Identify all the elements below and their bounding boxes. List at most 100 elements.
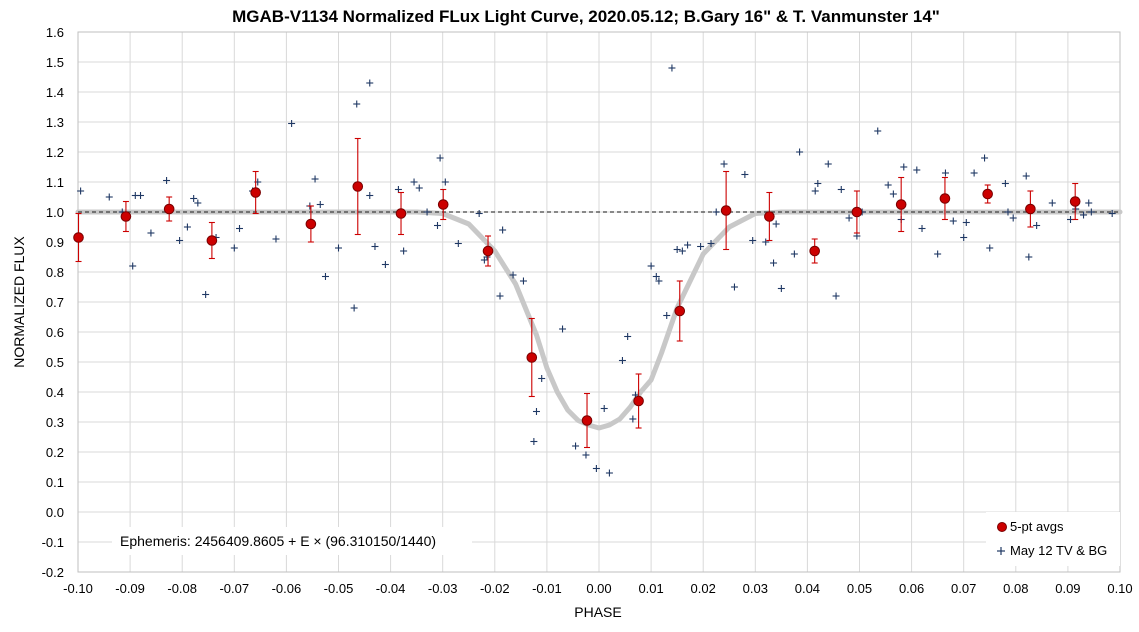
average-marker bbox=[437, 199, 449, 210]
ephemeris-annotation: Ephemeris: 2456409.8605 + E × (96.310150… bbox=[112, 527, 472, 555]
observation-point bbox=[415, 184, 423, 192]
observation-point bbox=[316, 201, 324, 208]
average-point bbox=[73, 212, 84, 263]
average-point bbox=[395, 191, 407, 236]
x-axis-label: PHASE bbox=[574, 604, 621, 620]
observation-point bbox=[934, 250, 942, 258]
y-tick-label: 0.4 bbox=[46, 385, 64, 400]
y-axis-label: NORMALIZED FLUX bbox=[11, 236, 27, 368]
average-marker bbox=[982, 188, 993, 200]
observation-point bbox=[949, 217, 957, 225]
observation-point bbox=[762, 238, 770, 246]
observation-point bbox=[371, 243, 379, 250]
x-tick-label: -0.08 bbox=[167, 581, 197, 596]
observation-point bbox=[647, 262, 655, 270]
average-marker bbox=[809, 245, 820, 257]
average-point bbox=[720, 170, 732, 251]
x-tick-label: 0.07 bbox=[951, 581, 976, 596]
observation-point bbox=[433, 222, 441, 229]
observation-point bbox=[436, 154, 444, 162]
observation-point bbox=[559, 325, 567, 333]
observation-point bbox=[499, 226, 507, 234]
observation-point bbox=[684, 241, 692, 249]
y-tick-label: 0.0 bbox=[46, 505, 64, 520]
average-point bbox=[526, 317, 538, 398]
observation-point bbox=[1025, 253, 1033, 261]
observation-point bbox=[394, 186, 402, 193]
average-point bbox=[939, 176, 951, 221]
average-marker bbox=[250, 187, 261, 198]
y-tick-label: 0.8 bbox=[46, 265, 64, 280]
legend-label-avg: 5-pt avgs bbox=[1010, 519, 1064, 534]
observation-point bbox=[410, 178, 418, 186]
observation-point bbox=[530, 438, 538, 445]
observation-point bbox=[652, 273, 660, 280]
observation-point bbox=[321, 273, 329, 280]
x-tick-label: 0.04 bbox=[795, 581, 820, 596]
observation-point bbox=[730, 283, 738, 291]
average-point bbox=[581, 392, 593, 449]
x-tick-label: -0.04 bbox=[376, 581, 406, 596]
average-marker bbox=[674, 305, 686, 317]
average-point bbox=[163, 196, 175, 222]
average-point bbox=[352, 137, 364, 236]
average-marker bbox=[720, 205, 732, 216]
observation-point bbox=[960, 234, 968, 241]
observation-point bbox=[796, 148, 804, 156]
observation-point bbox=[350, 304, 358, 312]
x-tick-label: 0.06 bbox=[899, 581, 924, 596]
observation-point bbox=[970, 169, 978, 177]
observation-point bbox=[673, 246, 681, 253]
observation-point bbox=[629, 415, 637, 423]
observation-point bbox=[712, 208, 720, 216]
x-tick-label: -0.10 bbox=[63, 581, 93, 596]
average-point bbox=[851, 190, 863, 234]
average-point bbox=[120, 200, 132, 233]
average-point bbox=[809, 238, 820, 264]
observation-point bbox=[105, 193, 113, 201]
average-marker bbox=[206, 235, 218, 246]
legend: 5-pt avgs May 12 TV & BG bbox=[986, 512, 1120, 566]
y-tick-label: 0.1 bbox=[46, 475, 64, 490]
x-tick-label: -0.05 bbox=[324, 581, 354, 596]
observation-point bbox=[532, 408, 540, 415]
ephemeris-text: Ephemeris: 2456409.8605 + E × (96.310150… bbox=[120, 533, 436, 549]
y-tick-label: -0.2 bbox=[42, 565, 64, 580]
observation-point bbox=[1009, 214, 1017, 222]
average-point bbox=[305, 205, 317, 243]
observation-point bbox=[194, 199, 202, 207]
observation-point bbox=[137, 192, 145, 199]
observation-point bbox=[475, 210, 483, 217]
average-marker bbox=[73, 232, 84, 243]
plot-frame bbox=[77, 31, 1121, 573]
x-tick-label: 0.10 bbox=[1107, 581, 1132, 596]
x-tick-label: 0.00 bbox=[586, 581, 611, 596]
average-marker bbox=[895, 199, 907, 210]
average-marker bbox=[526, 352, 538, 363]
average-point bbox=[250, 170, 261, 215]
legend-label-obs: May 12 TV & BG bbox=[1010, 543, 1107, 558]
observation-point bbox=[605, 469, 613, 477]
model-line bbox=[75, 209, 1123, 431]
observation-point bbox=[600, 405, 608, 412]
observation-point bbox=[741, 171, 749, 178]
average-point bbox=[674, 280, 686, 342]
y-tick-label: 1.5 bbox=[46, 55, 64, 70]
observation-point bbox=[913, 166, 921, 174]
observation-point bbox=[202, 291, 210, 298]
observation-point bbox=[519, 277, 527, 285]
x-tick-label: 0.01 bbox=[638, 581, 663, 596]
observation-point bbox=[1108, 210, 1116, 217]
observation-point bbox=[770, 259, 778, 267]
y-tick-label: 0.6 bbox=[46, 325, 64, 340]
observation-point bbox=[845, 214, 853, 222]
x-tick-label: 0.02 bbox=[691, 581, 716, 596]
average-marker bbox=[163, 203, 175, 215]
observation-point bbox=[381, 261, 389, 268]
observation-point bbox=[655, 277, 663, 285]
average-point bbox=[482, 235, 494, 267]
observation-point bbox=[697, 243, 705, 250]
observation-point bbox=[790, 250, 798, 258]
y-tick-label: 1.4 bbox=[46, 85, 64, 100]
